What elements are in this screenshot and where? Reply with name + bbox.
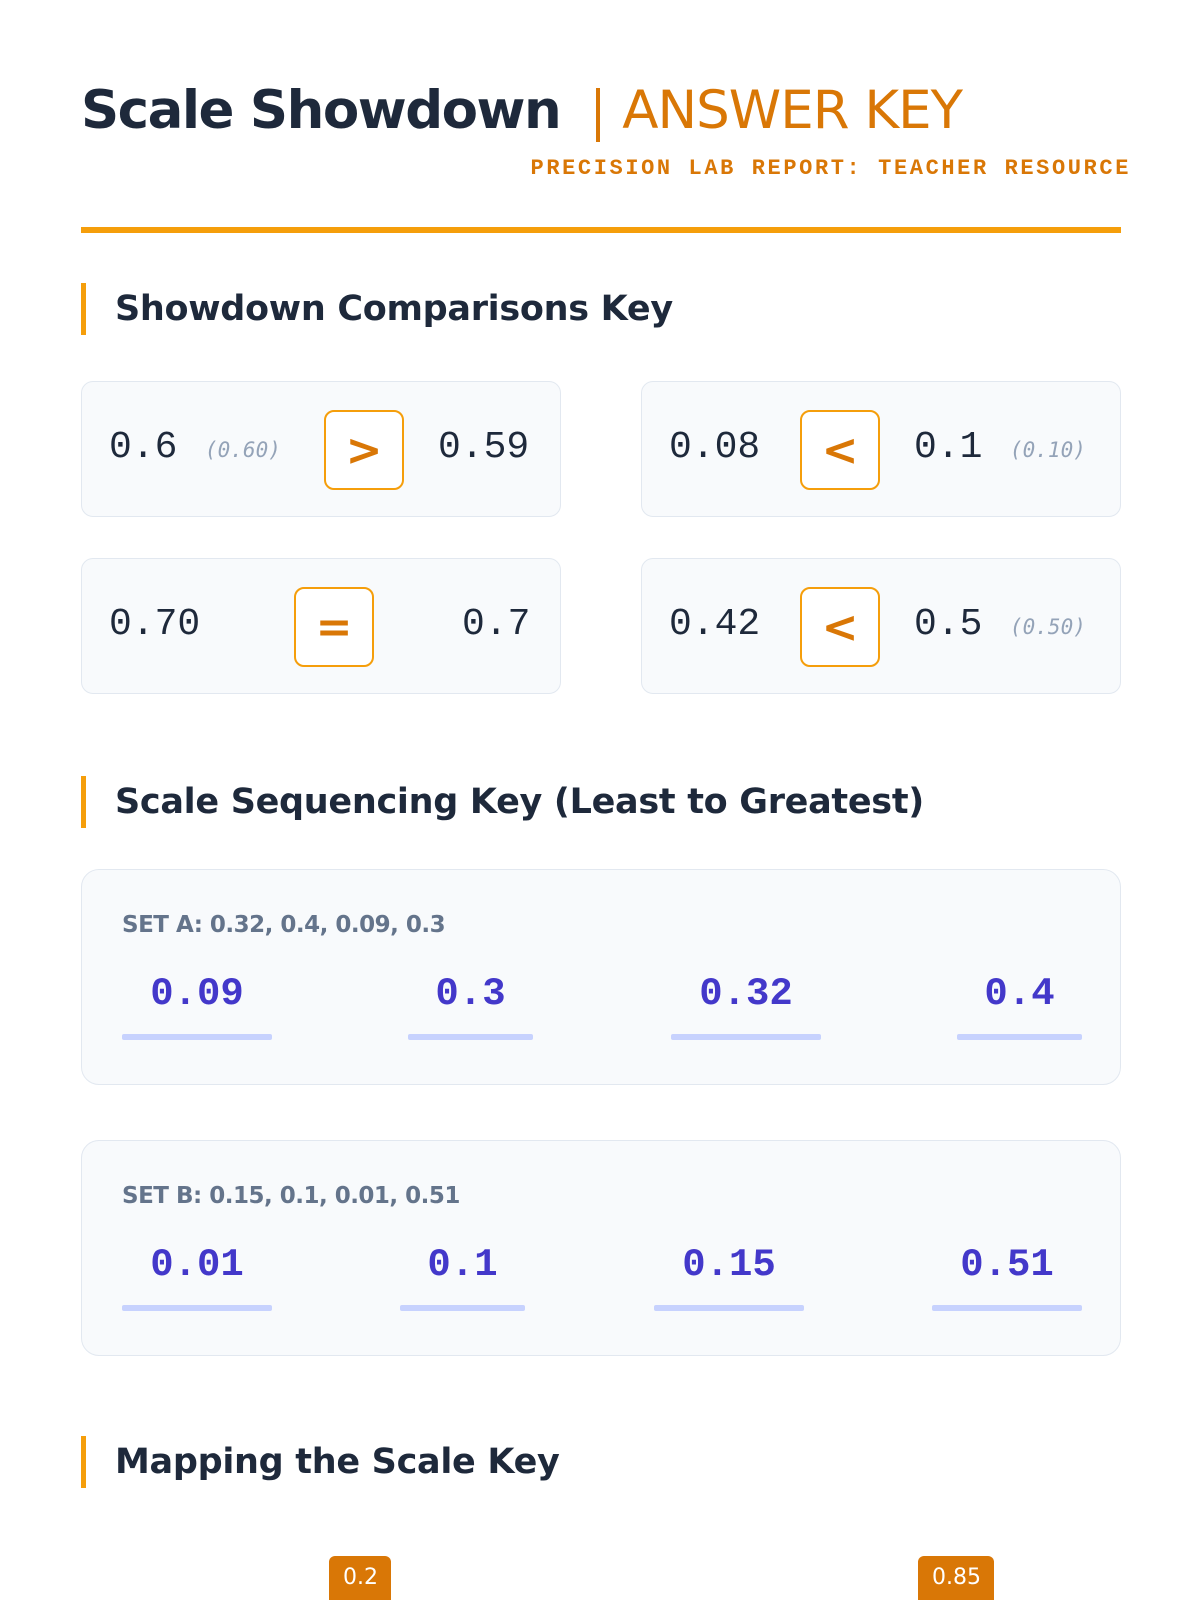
sequence-answer: 0.32	[699, 972, 793, 1016]
section-comparisons: Showdown Comparisons Key	[81, 283, 673, 335]
answer-underline	[122, 1034, 272, 1040]
scale-marker-tag: 0.85	[918, 1556, 994, 1600]
comparison-symbol: >	[324, 410, 404, 490]
answer-key-label: ANSWER KEY	[622, 80, 963, 141]
comparison-left-value: 0.42	[669, 603, 761, 646]
answer-underline	[957, 1034, 1082, 1040]
comparison-right-value: 0.7	[462, 603, 531, 646]
title-divider	[596, 88, 601, 142]
page-title: Scale Showdown	[81, 80, 562, 141]
comparison-left-value: 0.70	[109, 603, 201, 646]
section-accent-bar	[81, 1436, 86, 1488]
sequence-answer-slot: 0.4	[957, 972, 1082, 1042]
comparison-right-hint: (0.50)	[1010, 615, 1086, 639]
sequence-answer: 0.4	[984, 972, 1055, 1016]
sequence-answer-slot: 0.09	[122, 972, 272, 1042]
scale-marker-tag: 0.2	[329, 1556, 391, 1600]
answer-underline	[408, 1034, 533, 1040]
section-title: Showdown Comparisons Key	[115, 289, 673, 329]
sequence-answer-slot: 0.15	[654, 1243, 804, 1313]
sequence-set-label: SET A: 0.32, 0.4, 0.09, 0.3	[122, 912, 446, 938]
answer-underline	[122, 1305, 272, 1311]
section-sequencing: Scale Sequencing Key (Least to Greatest)	[81, 776, 924, 828]
comparison-card: 0.70 = 0.7	[81, 558, 561, 694]
sequence-card-set-a: SET A: 0.32, 0.4, 0.09, 0.3 0.09 0.3 0.3…	[81, 869, 1121, 1085]
answer-underline	[400, 1305, 525, 1311]
page-subtitle: PRECISION LAB REPORT: TEACHER RESOURCE	[530, 156, 1131, 181]
section-accent-bar	[81, 283, 86, 335]
sequence-answer: 0.1	[427, 1243, 498, 1287]
answer-underline	[671, 1034, 821, 1040]
comparison-card: 0.08 < 0.1 (0.10)	[641, 381, 1121, 517]
sequence-card-set-b: SET B: 0.15, 0.1, 0.01, 0.51 0.01 0.1 0.…	[81, 1140, 1121, 1356]
sequence-answer: 0.09	[150, 972, 244, 1016]
section-accent-bar	[81, 776, 86, 828]
comparison-right-value: 0.5	[914, 603, 983, 646]
sequence-answer: 0.51	[960, 1243, 1054, 1287]
comparison-right-value: 0.59	[438, 426, 530, 469]
sequence-answer: 0.15	[682, 1243, 776, 1287]
page-header: Scale Showdown ANSWER KEY PRECISION LAB …	[81, 80, 1131, 181]
comparison-card: 0.6 (0.60) > 0.59	[81, 381, 561, 517]
answer-underline	[932, 1305, 1082, 1311]
header-rule	[81, 227, 1121, 233]
comparison-left-value: 0.6	[109, 426, 178, 469]
comparison-left-value: 0.08	[669, 426, 761, 469]
sequence-answer: 0.3	[435, 972, 506, 1016]
sequence-answer-slot: 0.32	[671, 972, 821, 1042]
comparison-left-hint: (0.60)	[205, 438, 281, 462]
sequence-answer: 0.01	[150, 1243, 244, 1287]
comparison-card: 0.42 < 0.5 (0.50)	[641, 558, 1121, 694]
comparison-symbol: =	[294, 587, 374, 667]
sequence-answer-slot: 0.01	[122, 1243, 272, 1313]
sequence-answer-slot: 0.1	[400, 1243, 525, 1313]
comparison-right-value: 0.1	[914, 426, 983, 469]
comparison-symbol: <	[800, 410, 880, 490]
section-mapping: Mapping the Scale Key	[81, 1436, 560, 1488]
section-title: Mapping the Scale Key	[115, 1442, 560, 1482]
sequence-answer-slot: 0.51	[932, 1243, 1082, 1313]
section-title: Scale Sequencing Key (Least to Greatest)	[115, 782, 924, 822]
comparison-symbol: <	[800, 587, 880, 667]
sequence-set-label: SET B: 0.15, 0.1, 0.01, 0.51	[122, 1183, 460, 1209]
answer-underline	[654, 1305, 804, 1311]
comparison-right-hint: (0.10)	[1010, 438, 1086, 462]
sequence-answer-slot: 0.3	[408, 972, 533, 1042]
